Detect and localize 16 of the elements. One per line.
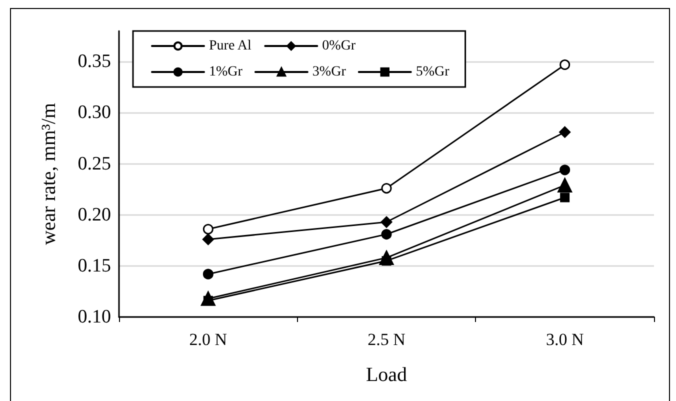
legend-label: 5%Gr <box>416 64 450 80</box>
legend-label: Pure Al <box>209 38 252 54</box>
legend-label: 1%Gr <box>209 64 243 80</box>
y-axis-title: wear rate, mm³/m <box>38 102 60 246</box>
legend-label: 3%Gr <box>312 64 346 80</box>
y-tick-label: 0.20 <box>78 204 111 226</box>
y-tick-label: 0.10 <box>78 306 111 328</box>
y-tick-label: 0.30 <box>78 102 111 124</box>
y-tick-label: 0.15 <box>78 255 111 276</box>
x-tick-label: 3.0 N <box>546 330 584 349</box>
x-tick-label: 2.0 N <box>189 330 228 349</box>
y-tick-label: 0.35 <box>78 51 111 72</box>
x-axis-title: Load <box>366 364 408 386</box>
y-tick-label: 0.25 <box>78 153 111 174</box>
x-tick-label: 2.5 N <box>368 330 406 349</box>
legend-label: 0%Gr <box>322 38 356 54</box>
